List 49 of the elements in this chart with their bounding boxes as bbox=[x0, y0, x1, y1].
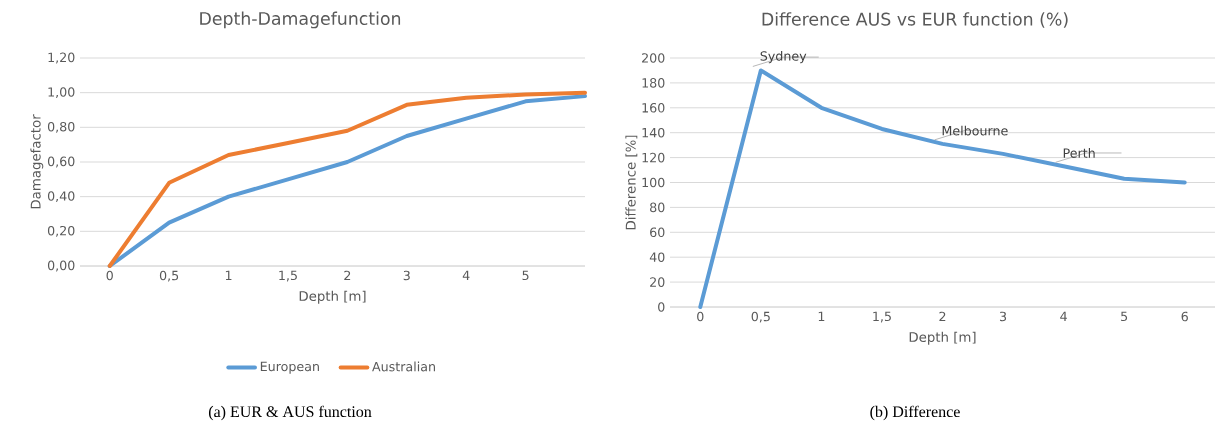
x-tick-label: 6 bbox=[1181, 311, 1188, 322]
x-tick-label: 3 bbox=[999, 311, 1007, 322]
x-tick-label: 5 bbox=[1121, 311, 1128, 322]
y-axis-title: Difference [%] bbox=[625, 135, 638, 230]
y-tick-label: 0,80 bbox=[47, 121, 75, 133]
y-tick-label: 200 bbox=[642, 53, 665, 63]
y-axis-title: Damagefactor bbox=[30, 114, 44, 209]
x-tick-label: 4 bbox=[462, 270, 470, 280]
y-tick-label: 0,60 bbox=[47, 156, 75, 168]
x-axis-title: Depth [m] bbox=[909, 331, 976, 345]
text: (b) Difference bbox=[870, 405, 960, 421]
x-tick-label: 1 bbox=[225, 270, 232, 280]
x-tick-label: 0 bbox=[697, 311, 704, 322]
y-tick-label: 20 bbox=[650, 277, 665, 287]
x-tick-label: 1 bbox=[818, 311, 825, 321]
y-tick-label: 0,20 bbox=[47, 225, 75, 237]
annotation: Melbourne bbox=[942, 125, 1008, 136]
y-tick-label: 100 bbox=[642, 177, 665, 188]
x-tick-label: 1,5 bbox=[873, 311, 891, 323]
y-tick-label: 120 bbox=[642, 152, 665, 163]
x-tick-label: 0,5 bbox=[159, 270, 179, 282]
x-tick-label: 0,5 bbox=[751, 311, 770, 323]
y-tick-label: 1,20 bbox=[48, 52, 75, 64]
line-series bbox=[698, 68, 1187, 309]
x-tick-label: 3 bbox=[403, 270, 410, 281]
y-tick-label: 180 bbox=[642, 78, 665, 88]
y-tick-label: 80 bbox=[650, 202, 665, 213]
x-tick-label: 4 bbox=[1060, 311, 1067, 321]
annotation: Sydney bbox=[760, 50, 807, 64]
x-tick-label: 2 bbox=[344, 270, 351, 281]
y-tick-label: 0,00 bbox=[47, 260, 75, 272]
legend-label: Australian bbox=[372, 361, 435, 372]
text: (a) EUR & AUS function bbox=[208, 405, 372, 421]
chart-title: Depth-Damagefunction bbox=[200, 11, 401, 29]
y-tick-label: 60 bbox=[650, 227, 665, 238]
annotation: Perth bbox=[1063, 148, 1095, 158]
y-tick-label: 140 bbox=[642, 127, 665, 138]
y-tick-label: 0,40 bbox=[47, 191, 75, 203]
x-tick-label: 2 bbox=[939, 311, 946, 322]
x-tick-label: 5 bbox=[522, 270, 529, 281]
legend-label: European bbox=[260, 361, 319, 374]
x-tick-label: 1,5 bbox=[279, 270, 297, 282]
y-tick-label: 0 bbox=[658, 302, 665, 312]
y-tick-label: 1,00 bbox=[48, 87, 75, 99]
x-tick-label: 0 bbox=[106, 270, 113, 281]
chart-title: Difference AUS vs EUR function (%) bbox=[762, 12, 1068, 28]
y-tick-label: 40 bbox=[649, 252, 665, 262]
y-tick-label: 160 bbox=[642, 102, 665, 113]
x-axis-title: Depth [m] bbox=[299, 290, 366, 304]
